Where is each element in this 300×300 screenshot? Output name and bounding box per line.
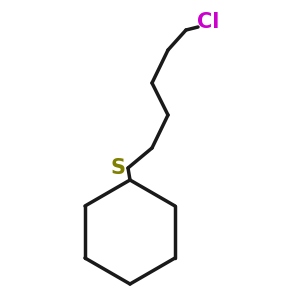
Text: S: S bbox=[110, 158, 125, 178]
Text: Cl: Cl bbox=[197, 12, 219, 32]
